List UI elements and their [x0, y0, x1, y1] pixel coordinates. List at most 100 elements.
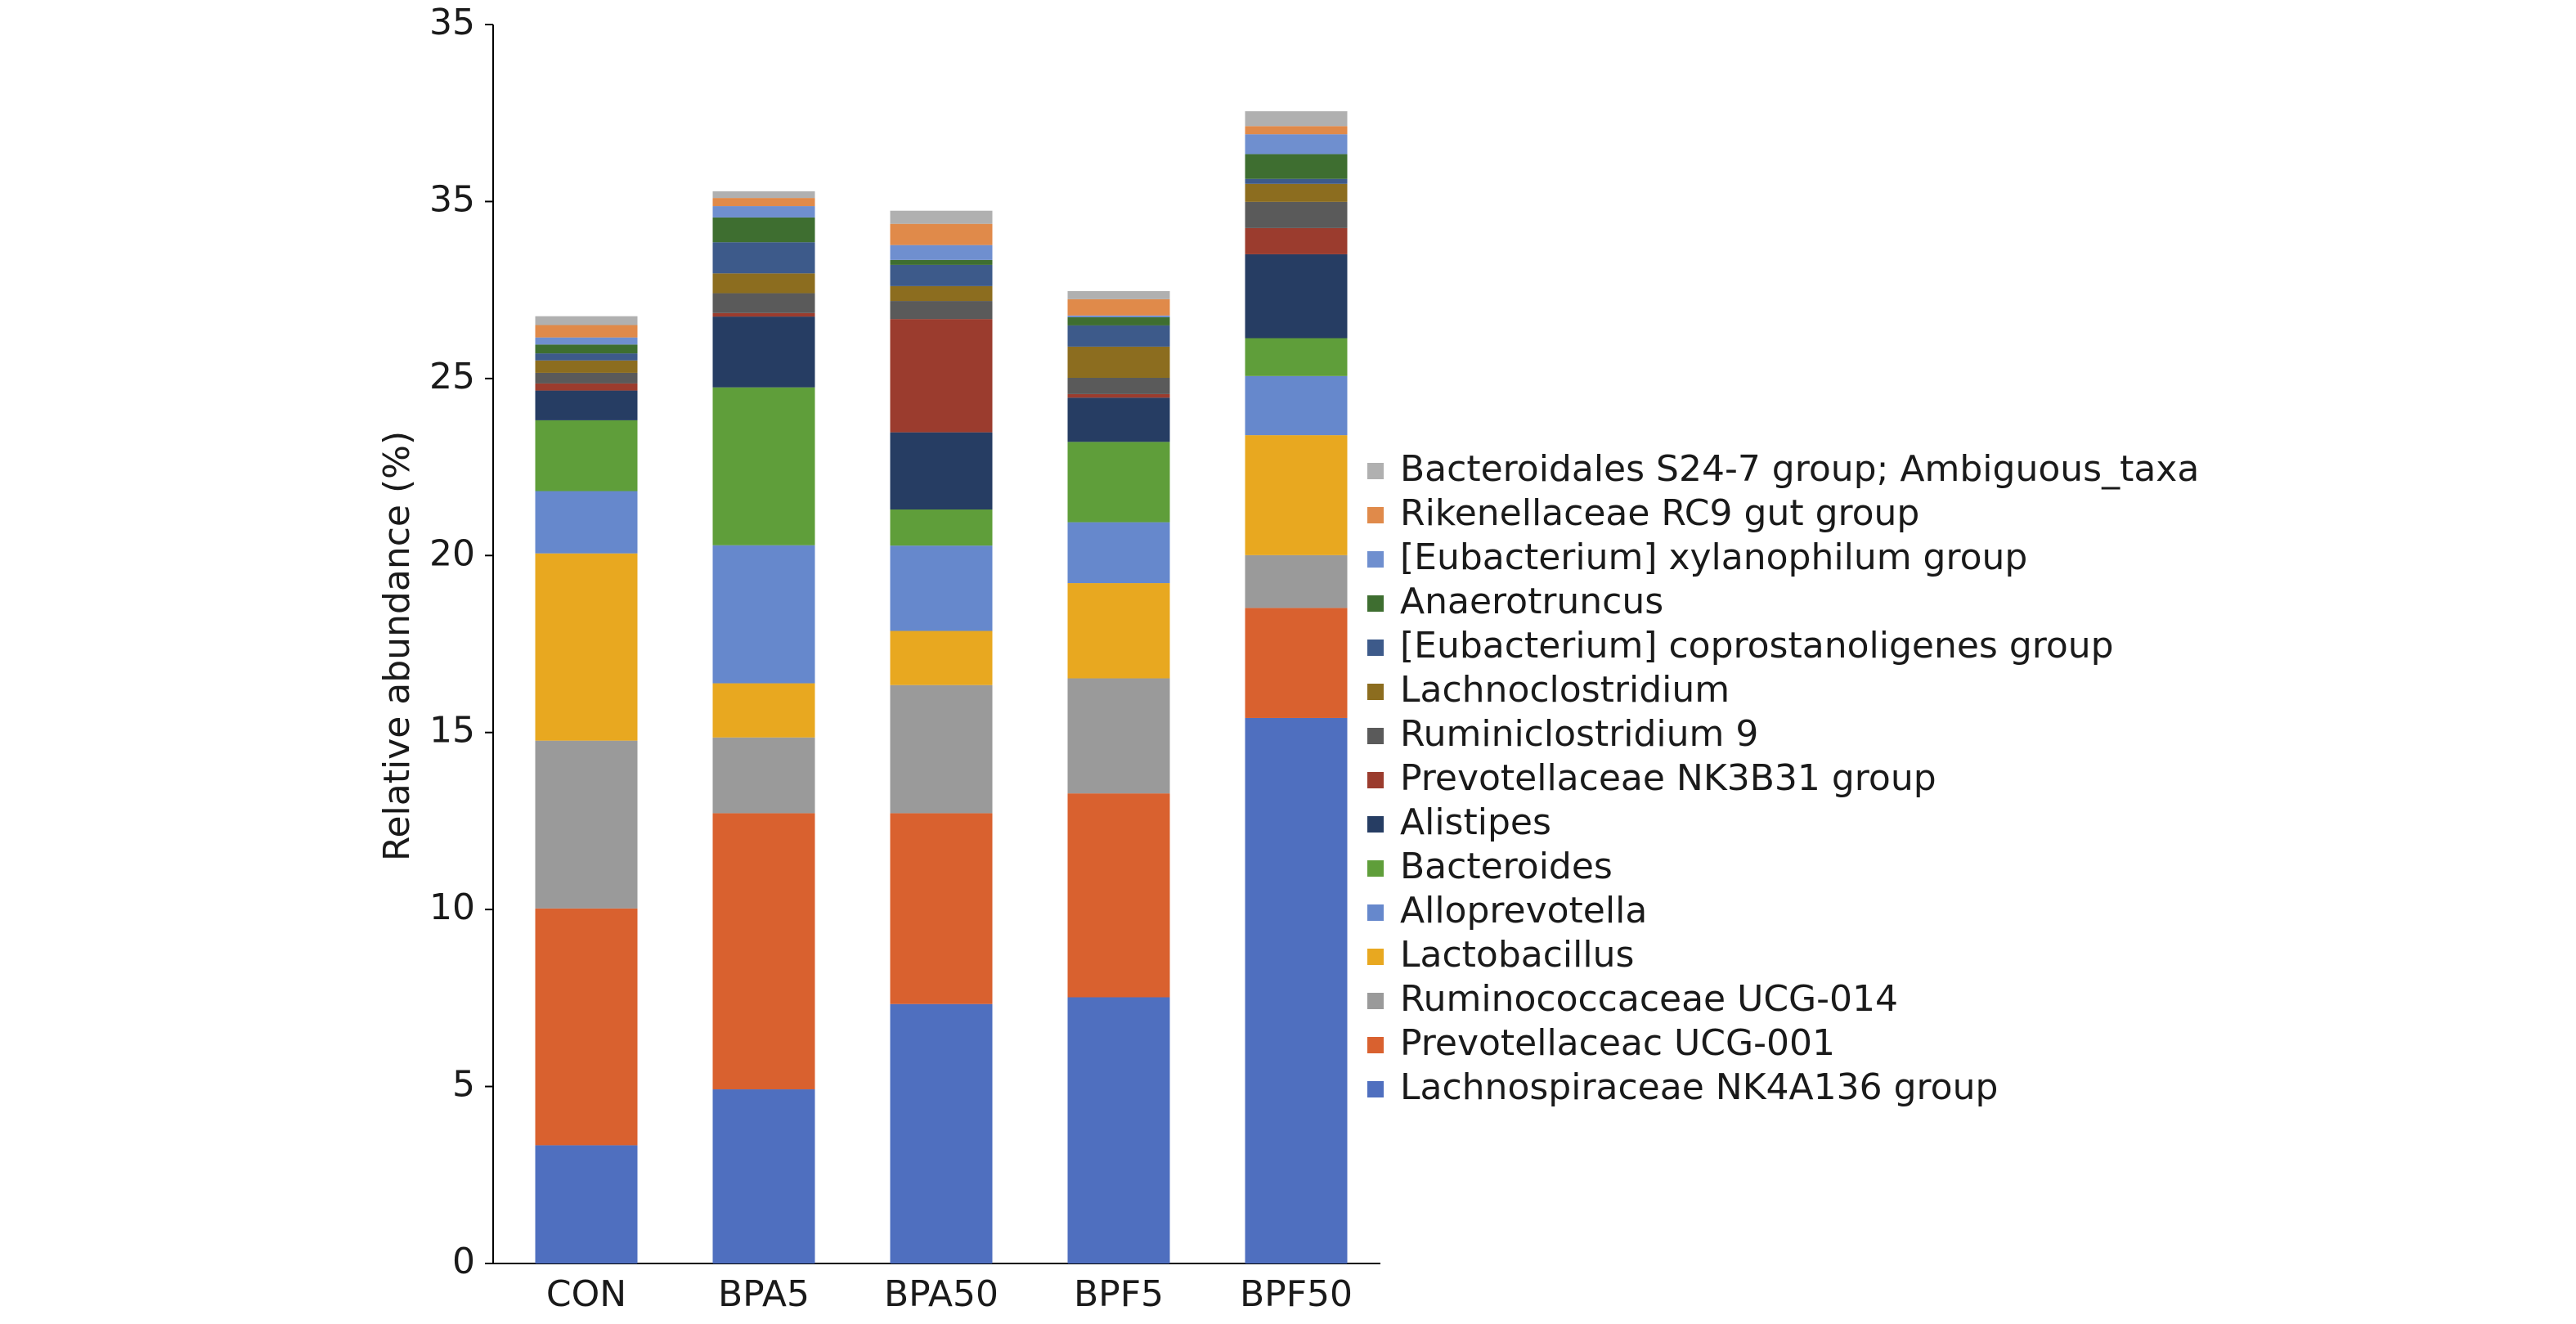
bar-segment — [535, 491, 638, 554]
bar-segment — [712, 191, 815, 199]
bar-segment — [1245, 126, 1348, 135]
bar-segment — [1067, 316, 1170, 325]
bar-segment — [712, 273, 815, 294]
bar-segment — [535, 1145, 638, 1263]
bar-segment — [535, 344, 638, 354]
bar-segment — [1245, 375, 1348, 436]
bar-segment — [712, 387, 815, 545]
bar-segment — [1245, 154, 1348, 179]
bar-segment — [890, 264, 993, 286]
legend-marker — [1367, 728, 1384, 744]
bar-segment — [890, 509, 993, 546]
legend-marker — [1367, 1081, 1384, 1097]
y-tick-label: 10 — [429, 886, 475, 928]
bar-segment — [890, 545, 993, 631]
bar-segment — [890, 210, 993, 224]
bar-segment — [890, 1003, 993, 1263]
bar-segment — [712, 316, 815, 388]
legend-label: Bacteroides — [1400, 846, 1613, 887]
legend-marker — [1367, 595, 1384, 612]
bar-segment — [712, 1089, 815, 1263]
y-tick-label: 5 — [452, 1064, 475, 1106]
bar-segment — [1245, 178, 1348, 184]
legend-label: Alloprevotella — [1400, 890, 1647, 931]
bar-segment — [535, 316, 638, 325]
bar-segment — [535, 740, 638, 909]
y-tick-label: 20 — [429, 532, 475, 574]
legend-marker — [1367, 816, 1384, 833]
bar-segment — [712, 293, 815, 313]
bar-segment — [1245, 183, 1348, 202]
bar-segment — [712, 206, 815, 218]
legend-label: Ruminiclostridium 9 — [1400, 713, 1758, 755]
bar-segment — [890, 319, 993, 433]
legend-label: [Eubacterium] coprostanoligenes group — [1400, 625, 2114, 666]
bar-segment — [1245, 554, 1348, 608]
y-axis-title: Relative abundance (%) — [376, 431, 418, 861]
legend-marker — [1367, 860, 1384, 877]
bar-segment — [712, 198, 815, 207]
y-tick-label: 35 — [429, 2, 475, 43]
bar-segment — [1067, 522, 1170, 584]
legend-label: Rikenellaceae RC9 gut group — [1400, 492, 1919, 534]
legend-label: Anaerotruncus — [1400, 581, 1663, 622]
bar-segment — [712, 737, 815, 814]
legend-marker — [1367, 684, 1384, 700]
bar-segment — [1067, 442, 1170, 523]
x-tick-label: CON — [546, 1273, 626, 1315]
legend-label: Prevotellaceac UCG-001 — [1400, 1022, 1835, 1064]
bar-segment — [1067, 315, 1170, 317]
bar-segment — [1067, 397, 1170, 442]
legend-label: Lactobacillus — [1400, 934, 1634, 976]
bar-segment — [1245, 435, 1348, 555]
bar-segment — [535, 325, 638, 338]
bar-segment — [535, 420, 638, 491]
legend-marker — [1367, 949, 1384, 965]
legend-label: Alistipes — [1400, 801, 1551, 843]
bar-segment — [1245, 227, 1348, 254]
bar-segment — [535, 383, 638, 391]
x-tick-label: BPA5 — [718, 1273, 810, 1315]
bar-segment — [712, 545, 815, 684]
bar-segment — [535, 337, 638, 345]
bar-segment — [1067, 997, 1170, 1263]
bar-segment — [1245, 338, 1348, 376]
bar-segment — [1067, 290, 1170, 299]
bar-segment — [1067, 393, 1170, 398]
legend-marker — [1367, 463, 1384, 479]
bar-segment — [890, 245, 993, 260]
legend-label: Ruminococcaceae UCG-014 — [1400, 978, 1898, 1020]
bar-segment — [1245, 254, 1348, 339]
legend-label: Bacteroidales S24-7 group; Ambiguous_tax… — [1400, 448, 2199, 490]
bar-segment — [535, 553, 638, 741]
bar-segment — [1245, 201, 1348, 228]
y-tick-label: 35 — [429, 178, 475, 220]
legend-marker — [1367, 993, 1384, 1009]
bar-segment — [1245, 111, 1348, 127]
bar-segment — [890, 285, 993, 302]
legend-marker — [1367, 640, 1384, 656]
legend-marker — [1367, 904, 1384, 921]
bar-segment — [890, 684, 993, 814]
bar-segment — [890, 631, 993, 685]
bar-segment — [890, 432, 993, 510]
legend-marker — [1367, 772, 1384, 788]
bar-segment — [1067, 583, 1170, 679]
bar-segment — [535, 372, 638, 384]
bar-segment — [712, 312, 815, 317]
bar-segment — [890, 223, 993, 245]
legend-marker — [1367, 1037, 1384, 1053]
bar-segment — [1245, 608, 1348, 718]
bar-segment — [890, 259, 993, 265]
bar-segment — [712, 242, 815, 274]
bar-segment — [1067, 793, 1170, 998]
bar-segment — [1245, 717, 1348, 1263]
bar-segment — [712, 683, 815, 738]
bar-segment — [1067, 325, 1170, 347]
bar-segment — [1067, 678, 1170, 794]
y-tick-label: 0 — [452, 1241, 475, 1282]
legend-marker — [1367, 551, 1384, 568]
bar-segment — [1067, 298, 1170, 316]
legend-label: Prevotellaceae NK3B31 group — [1400, 757, 1936, 799]
